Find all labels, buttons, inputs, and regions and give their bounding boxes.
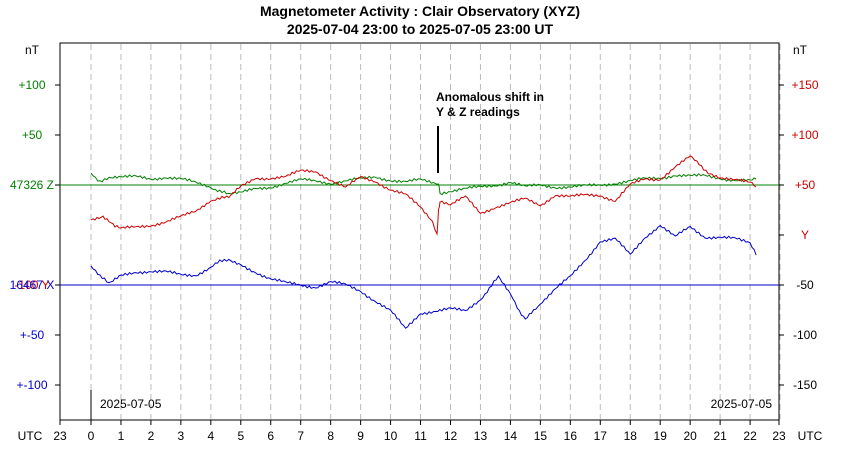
- right-tick-label: Y: [801, 228, 809, 242]
- x-tick-label: 17: [594, 429, 608, 443]
- x-tick-label: 3: [178, 429, 185, 443]
- x-axis-ticks: 23 0 1 2 3 4 5 6 7 8 9 10 11 12 13 14 15 16 17 18 19 20 21 22 23: [53, 420, 786, 443]
- x-tick-label: 19: [654, 429, 668, 443]
- baseline-lines: [60, 184, 779, 286]
- series-lines: [90, 155, 757, 329]
- date-label-left: 2025-07-05: [100, 397, 162, 411]
- right-tick-label: +150: [791, 78, 818, 92]
- series-line-z: [90, 172, 757, 196]
- x-tick-label: 2: [148, 429, 155, 443]
- right-tick-label: +50: [795, 178, 816, 192]
- x-tick-label: 8: [327, 429, 334, 443]
- x-tick-label: 23: [772, 429, 786, 443]
- annotation-line-1: Anomalous shift in: [436, 90, 544, 104]
- right-axis-unit: nT: [793, 43, 808, 57]
- annotation-line-2: Y & Z readings: [436, 105, 520, 119]
- right-tick-label: -50: [796, 278, 814, 292]
- series-line-x: [90, 224, 757, 329]
- chart-title: Magnetometer Activity : Clair Observator…: [260, 3, 580, 19]
- x-tick-label: 1: [118, 429, 125, 443]
- left-tick-label: +-100: [16, 378, 47, 392]
- left-tick-label: 16467 X: [10, 278, 55, 292]
- x-tick-label: 7: [297, 429, 304, 443]
- x-tick-label: 12: [444, 429, 458, 443]
- x-tick-label: 22: [743, 429, 757, 443]
- left-axis-unit: nT: [25, 43, 40, 57]
- series-line-y: [90, 155, 757, 236]
- x-tick-label: 18: [624, 429, 638, 443]
- left-tick-label: -100 Y: [14, 278, 49, 292]
- x-tick-label: 9: [357, 429, 364, 443]
- x-tick-label: 13: [474, 429, 488, 443]
- right-tick-label: +100: [791, 128, 818, 142]
- x-tick-label: 23: [53, 429, 67, 443]
- x-tick-label: 5: [237, 429, 244, 443]
- x-tick-label: 11: [414, 429, 427, 443]
- x-tick-label: 4: [207, 429, 214, 443]
- x-tick-label: 6: [267, 429, 274, 443]
- right-tick-label: -100: [793, 328, 817, 342]
- x-tick-label: 15: [534, 429, 548, 443]
- date-label-right: 2025-07-05: [711, 397, 773, 411]
- hour-grid: [90, 44, 781, 419]
- left-tick-label: +-50: [20, 328, 45, 342]
- x-tick-label: 16: [564, 429, 578, 443]
- x-tick-label: 0: [88, 429, 95, 443]
- left-tick-label: +50: [22, 128, 43, 142]
- left-tick-label: 47326 Z: [10, 178, 54, 192]
- x-axis-label-right: UTC: [798, 429, 823, 443]
- plot-frame: [59, 42, 780, 421]
- x-tick-label: 20: [683, 429, 697, 443]
- x-tick-label: 14: [504, 429, 518, 443]
- left-tick-label: +100: [18, 78, 45, 92]
- x-axis-label-left: UTC: [18, 429, 43, 443]
- right-axis-ticks: +150 +100 +50 Y -50 -100 -150: [779, 78, 819, 392]
- x-tick-label: 21: [713, 429, 727, 443]
- chart-subtitle: 2025-07-04 23:00 to 2025-07-05 23:00 UT: [287, 21, 554, 37]
- right-tick-label: -150: [793, 378, 817, 392]
- x-tick-label: 10: [384, 429, 398, 443]
